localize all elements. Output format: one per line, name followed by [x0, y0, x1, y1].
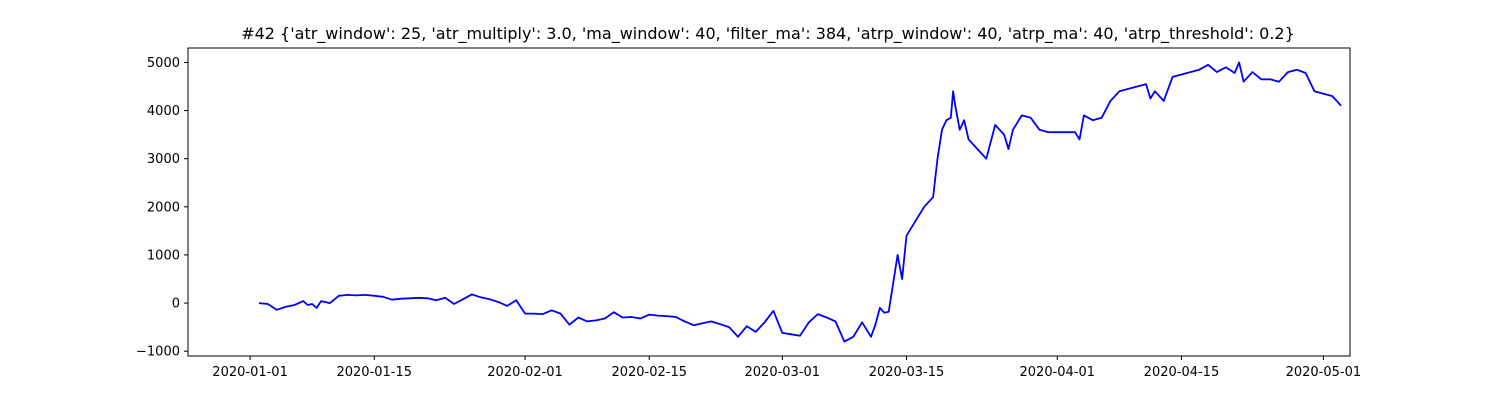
x-tick-label: 2020-04-15 — [1144, 365, 1220, 380]
x-tick-label: 2020-01-15 — [336, 365, 412, 380]
x-tick-label: 2020-02-01 — [487, 365, 563, 380]
y-tick-label: 5000 — [147, 56, 180, 71]
x-tick-label: 2020-04-01 — [1020, 365, 1096, 380]
plot-area-frame — [187, 47, 1351, 357]
x-tick-label: 2020-03-15 — [869, 365, 945, 380]
y-tick-label: −1000 — [136, 345, 180, 360]
x-axis: 2020-01-01 2020-01-15 2020-02-01 2020-02-15… — [212, 356, 1361, 380]
y-tick-label: 3000 — [147, 152, 180, 167]
y-axis: −1000 0 1000 2000 3000 4000 5000 — [136, 56, 188, 360]
y-tick-label: 1000 — [147, 248, 180, 263]
y-tick-label: 2000 — [147, 200, 180, 215]
series-line-0 — [258, 61, 1342, 343]
y-tick-label: 4000 — [147, 104, 180, 119]
series-layer — [258, 61, 1342, 343]
y-tick-label: 0 — [172, 297, 180, 312]
x-tick-label: 2020-01-01 — [212, 365, 288, 380]
x-tick-label: 2020-03-01 — [745, 365, 821, 380]
x-tick-label: 2020-05-01 — [1286, 365, 1362, 380]
chart-title: #42 {'atr_window': 25, 'atr_multiply': 3… — [241, 24, 1295, 44]
x-tick-label: 2020-02-15 — [611, 365, 687, 380]
